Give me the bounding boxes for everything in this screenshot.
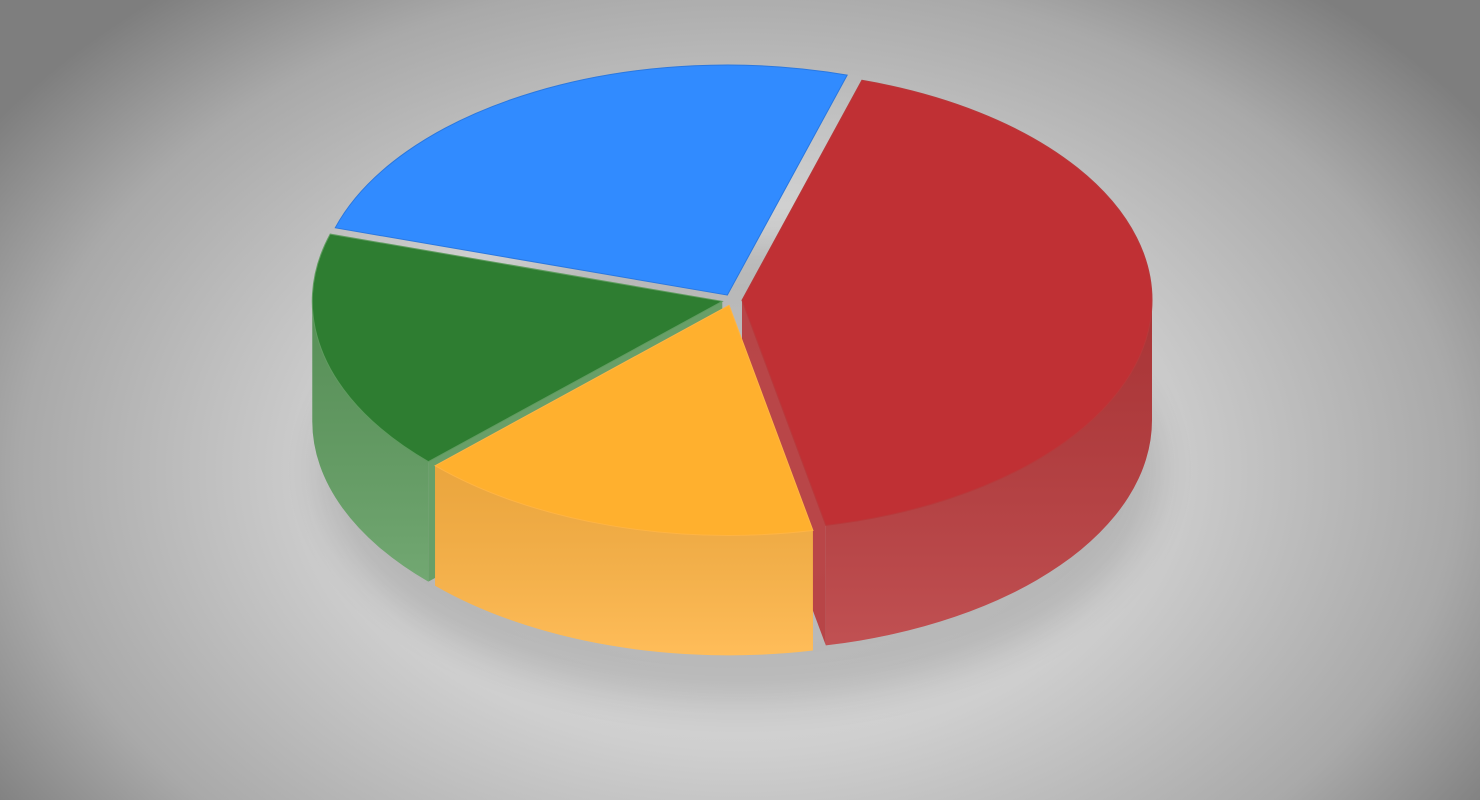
pie-slice-wall-shade-1 <box>435 465 813 656</box>
pie-tops <box>311 64 1153 536</box>
pie-slice-wall-shade-2 <box>312 301 429 582</box>
pie-slice-3 <box>334 64 848 296</box>
pie-slice-0 <box>741 79 1153 526</box>
pie-slice-2 <box>311 233 724 463</box>
pie-slice-wall-shade-0 <box>825 300 1152 646</box>
pie-slice-1 <box>434 304 814 536</box>
